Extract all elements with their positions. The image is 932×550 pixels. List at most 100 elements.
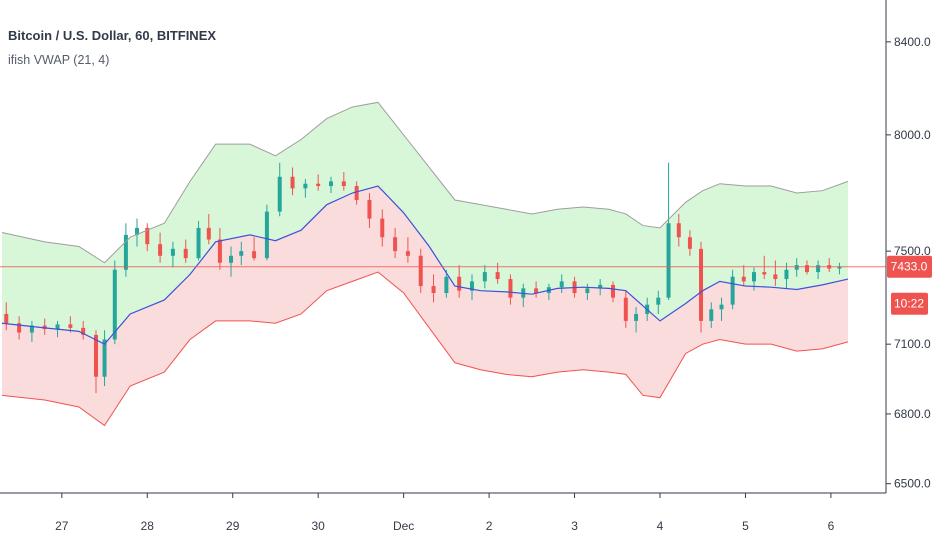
candle-body [482,272,487,282]
time-tick-label: 2 [486,519,493,533]
band-lines [1,101,849,427]
time-tick-label: 4 [657,519,664,533]
candle-body [794,265,799,270]
chart-legend: Bitcoin / U.S. Dollar, 60, BITFINEX ifis… [8,28,216,67]
vwap-line [1,185,849,345]
candle-body [495,272,500,280]
last-price-label: 7433.0 [891,260,928,274]
candle-body [470,281,474,291]
candle-body [102,339,107,377]
countdown-label: 10:22 [894,297,924,311]
candle-body [585,288,590,294]
upper-band-fill [2,102,848,345]
candle-body [457,276,462,291]
candle-body [158,244,163,256]
candle-body [217,239,222,263]
candle-body [170,248,175,256]
time-tick-label: 3 [571,519,578,533]
candle-body [277,176,282,212]
time-tick-label: 28 [141,519,155,533]
candle-body [354,186,359,200]
time-tick-label: Dec [393,519,414,533]
candle-body [316,183,321,187]
candle-body [656,297,661,305]
time-tick-label: 30 [312,519,326,533]
candle-body [380,218,385,238]
candle-body [405,251,410,256]
candle-body [709,309,714,321]
candle-body [367,199,372,219]
candle-body [816,265,821,273]
candle-body [730,276,735,305]
candle-body [329,181,333,187]
candle-body [341,181,346,187]
price-tick-label: 6500.0 [894,477,931,491]
candle-body [29,325,34,333]
symbol-title[interactable]: Bitcoin / U.S. Dollar, 60, BITFINEX [8,28,217,43]
candle-body [196,227,201,259]
candle-body [135,227,140,235]
time-tick-label: 29 [226,519,240,533]
candle-body [4,313,9,324]
candle-body [17,323,22,333]
candle-body [598,284,603,289]
time-tick-label: 5 [742,519,749,533]
candle-body [290,176,295,189]
candle-body [804,265,809,273]
countdown-badge [891,292,928,315]
candle-body [837,266,842,269]
candle-body [508,279,513,298]
candle-body [264,211,269,259]
vwap-bands [2,102,848,426]
candle-body [611,284,615,298]
price-tick-label: 6800.0 [894,407,931,421]
candle-body [145,227,150,245]
candle-body [418,255,423,287]
candle-body [444,276,449,294]
price-tick-label: 7500.0 [894,244,931,258]
candle-body [393,237,398,252]
candle-body [68,324,73,328]
candle-body [55,324,60,330]
candle-body [94,334,98,377]
candle-body [634,313,639,321]
candle-body [784,269,789,280]
candle-body [559,281,564,288]
price-badge: 7433.0 10:22 [887,255,932,315]
candle-body [81,327,86,335]
candle-body [534,288,539,294]
price-tick-label: 8000.0 [894,128,931,142]
candle-body [719,304,724,310]
price-tick-label: 8400.0 [894,35,931,49]
candle-body [112,269,117,340]
lower-band-fill [2,186,848,426]
time-tick-label: 6 [828,519,835,533]
candle-body [206,227,211,240]
price-axis[interactable]: 8400.0 8000.0 7500.0 7100.0 6800.0 6500.0 [886,35,931,491]
candle-body [623,297,628,321]
indicator-title[interactable]: ifish VWAP (21, 4) [8,53,110,67]
candle-body [699,248,704,321]
candle-body [752,272,756,282]
candle-body [252,251,257,259]
candle-body [431,286,436,294]
candle-body [229,255,234,263]
last-price-badge [887,255,932,278]
candle-body [666,223,671,298]
candle-body [183,248,188,259]
candle-body [239,251,244,256]
lower-band-line [1,271,849,427]
candle-body [676,223,681,238]
candle-body [773,274,778,280]
upper-band-line [1,101,849,264]
candle-body [741,276,746,282]
time-tick-label: 27 [55,519,69,533]
time-axis[interactable]: 27 28 29 30 Dec 2 3 4 5 6 [55,493,835,533]
candle-body [303,183,308,189]
price-tick-label: 7100.0 [894,337,931,351]
candle-body [123,234,128,270]
candlesticks [4,162,842,394]
candle-body [687,237,692,249]
candle-body [762,272,767,275]
